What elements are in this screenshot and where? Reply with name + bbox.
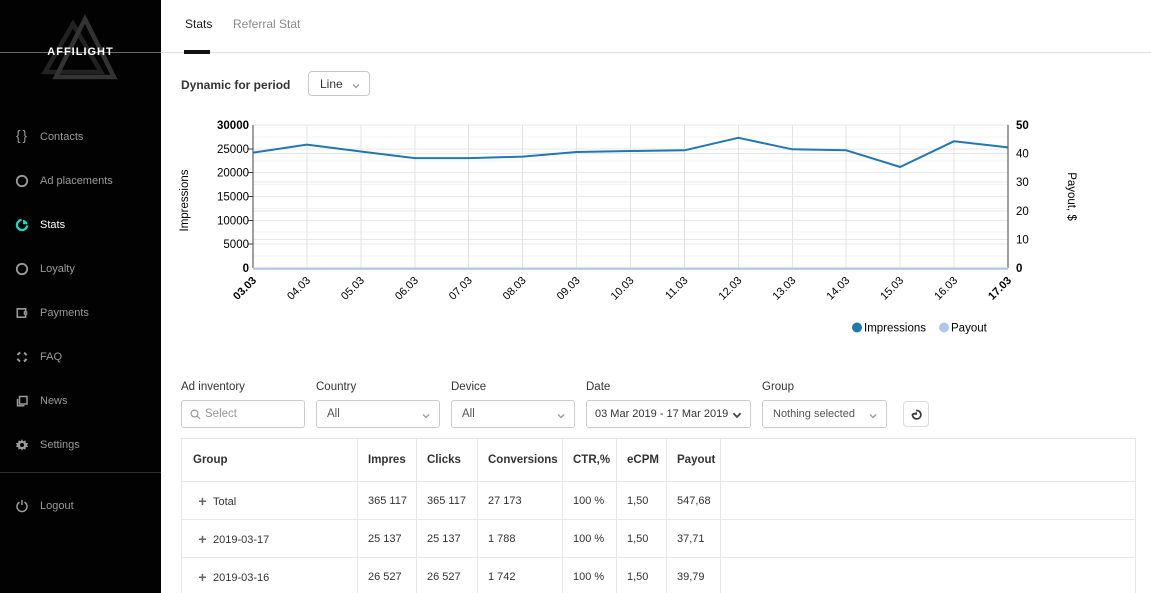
svg-text:06.03: 06.03: [393, 275, 421, 303]
svg-text:13.03: 13.03: [770, 275, 798, 303]
svg-text:10000: 10000: [217, 215, 249, 227]
svg-text:15000: 15000: [217, 192, 249, 204]
svg-text:12.03: 12.03: [717, 275, 745, 303]
svg-text:20000: 20000: [217, 168, 249, 180]
svg-text:25000: 25000: [217, 144, 249, 156]
svg-text:08.03: 08.03: [501, 275, 529, 303]
svg-text:09.03: 09.03: [555, 275, 583, 303]
svg-text:5000: 5000: [223, 239, 249, 251]
svg-text:0: 0: [243, 263, 249, 275]
svg-text:Impressions: Impressions: [864, 323, 926, 335]
svg-text:Payout, $: Payout, $: [1065, 172, 1077, 221]
svg-text:03.03: 03.03: [231, 275, 259, 303]
svg-text:Impressions: Impressions: [179, 169, 191, 231]
svg-text:15.03: 15.03: [878, 275, 906, 303]
svg-text:40: 40: [1016, 149, 1029, 161]
svg-text:10.03: 10.03: [609, 275, 637, 303]
svg-text:10: 10: [1016, 234, 1029, 246]
svg-text:0: 0: [1016, 263, 1022, 275]
svg-text:30: 30: [1016, 177, 1029, 189]
svg-text:14.03: 14.03: [824, 275, 852, 303]
svg-text:16.03: 16.03: [932, 275, 960, 303]
svg-text:20: 20: [1016, 206, 1029, 218]
svg-text:30000: 30000: [217, 120, 249, 132]
svg-text:11.03: 11.03: [663, 275, 690, 302]
svg-text:50: 50: [1016, 120, 1029, 132]
svg-text:Payout: Payout: [951, 323, 988, 335]
svg-text:07.03: 07.03: [447, 275, 475, 303]
svg-text:05.03: 05.03: [339, 275, 367, 303]
svg-text:17.03: 17.03: [986, 275, 1014, 303]
svg-text:04.03: 04.03: [285, 275, 313, 303]
